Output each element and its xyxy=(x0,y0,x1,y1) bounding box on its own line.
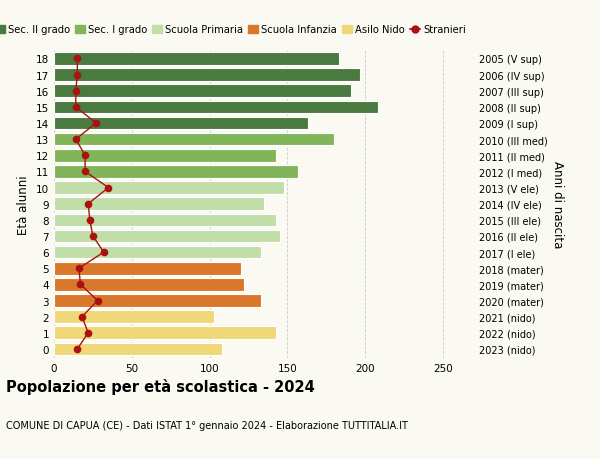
Bar xyxy=(54,198,264,211)
Bar xyxy=(54,69,361,82)
Bar xyxy=(54,230,280,243)
Text: COMUNE DI CAPUA (CE) - Dati ISTAT 1° gennaio 2024 - Elaborazione TUTTITALIA.IT: COMUNE DI CAPUA (CE) - Dati ISTAT 1° gen… xyxy=(6,420,408,430)
Bar xyxy=(54,311,214,323)
Bar xyxy=(54,214,277,227)
Bar xyxy=(54,166,298,179)
Bar xyxy=(54,85,351,98)
Bar xyxy=(54,327,277,339)
Bar xyxy=(54,246,261,259)
Bar xyxy=(54,295,261,307)
Bar xyxy=(54,263,241,275)
Bar xyxy=(54,134,334,146)
Bar xyxy=(54,279,244,291)
Bar xyxy=(54,118,308,130)
Y-axis label: Età alunni: Età alunni xyxy=(17,174,31,234)
Bar xyxy=(54,182,284,195)
Bar xyxy=(54,343,222,355)
Bar xyxy=(54,150,277,162)
Legend: Sec. II grado, Sec. I grado, Scuola Primaria, Scuola Infanzia, Asilo Nido, Stran: Sec. II grado, Sec. I grado, Scuola Prim… xyxy=(0,22,470,39)
Y-axis label: Anni di nascita: Anni di nascita xyxy=(551,161,564,248)
Bar xyxy=(54,53,338,66)
Text: Popolazione per età scolastica - 2024: Popolazione per età scolastica - 2024 xyxy=(6,379,315,395)
Bar xyxy=(54,101,377,114)
